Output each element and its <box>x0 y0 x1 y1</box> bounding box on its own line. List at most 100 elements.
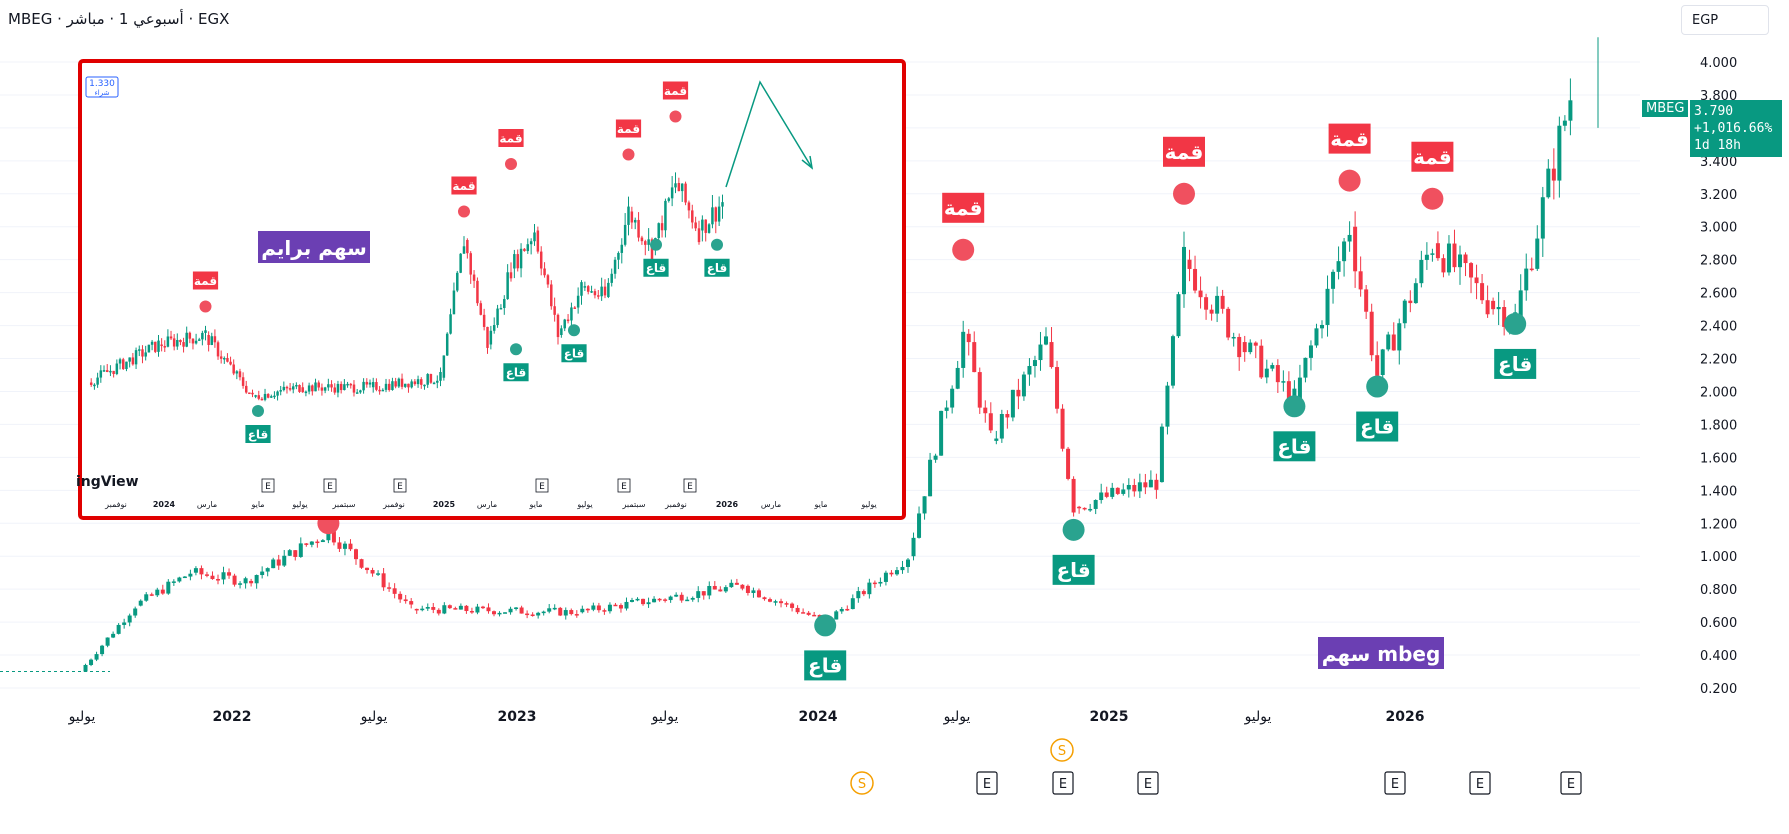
candle <box>1121 489 1126 494</box>
candle <box>674 183 677 188</box>
earnings-marker <box>1052 771 1074 795</box>
inset-trough-dot <box>711 238 723 251</box>
candle <box>1275 365 1280 383</box>
candle <box>630 211 634 223</box>
candle <box>1502 307 1507 327</box>
candle <box>229 361 232 365</box>
candle <box>1016 389 1021 397</box>
candle <box>790 603 795 608</box>
candle <box>950 388 955 408</box>
candle <box>607 604 612 612</box>
candle <box>359 390 362 393</box>
candle <box>1408 300 1413 304</box>
candle <box>116 624 121 634</box>
candle <box>309 541 314 545</box>
candle <box>878 581 883 584</box>
inset-price-chip <box>85 76 119 98</box>
candle <box>1397 323 1402 351</box>
last-price-box: 3.790 +1,016.66% 1d 18h <box>1690 100 1782 157</box>
candle <box>1551 168 1556 181</box>
candle <box>122 622 127 625</box>
candle <box>635 598 640 601</box>
candle <box>221 572 226 580</box>
candle <box>1060 408 1065 449</box>
candle <box>1137 482 1142 492</box>
candle <box>188 332 192 339</box>
inset-peak-dot <box>505 158 517 170</box>
inset-earnings-marker-label: E <box>397 482 403 492</box>
candle <box>1204 297 1209 310</box>
inset-peak-label-bg <box>451 176 477 195</box>
y-tick-label: 4.000 <box>1700 56 1737 71</box>
candle <box>668 596 673 601</box>
candle <box>456 272 459 291</box>
earnings-marker <box>976 771 998 795</box>
candle <box>552 607 557 610</box>
candle <box>1115 487 1120 494</box>
inset-earnings-marker <box>393 478 407 493</box>
candle <box>1364 289 1369 312</box>
candle <box>1463 254 1468 264</box>
candle <box>83 664 88 672</box>
candle <box>431 607 436 610</box>
candle <box>381 573 386 588</box>
earnings-marker <box>1560 771 1582 795</box>
inset-x-tick-label: نوفمبر <box>664 500 687 509</box>
candle <box>163 346 167 348</box>
currency-selector[interactable]: EGP <box>1681 5 1769 35</box>
candle <box>317 382 320 388</box>
candle <box>362 381 365 391</box>
candle <box>492 611 496 615</box>
candle <box>150 341 154 345</box>
candle <box>801 612 806 614</box>
candle <box>768 599 772 602</box>
candle <box>1424 254 1429 260</box>
inset-peak-label-bg <box>662 81 689 100</box>
candle <box>509 272 513 279</box>
candle <box>486 607 491 612</box>
candle <box>387 383 391 391</box>
candle <box>539 251 543 269</box>
candle <box>691 210 694 223</box>
candle <box>944 407 949 411</box>
candle <box>795 607 800 613</box>
forecast-arrow-head <box>801 155 814 170</box>
candle <box>906 559 910 567</box>
candle <box>994 438 999 441</box>
candle <box>371 382 375 388</box>
candle <box>238 583 243 585</box>
candle <box>464 605 469 612</box>
candle <box>1297 377 1302 400</box>
candle <box>839 608 844 612</box>
earnings-marker-label: E <box>1567 777 1575 792</box>
candle <box>556 314 560 338</box>
candle <box>223 357 226 360</box>
candle <box>573 307 577 309</box>
candle <box>352 384 356 393</box>
candle <box>657 223 660 239</box>
candle <box>400 378 404 387</box>
candle <box>514 607 519 609</box>
inset-trough-label: قاع <box>564 347 585 361</box>
candle <box>1132 484 1137 492</box>
candle <box>425 607 430 609</box>
candle <box>251 392 254 395</box>
candle <box>1187 259 1192 269</box>
candle <box>197 339 201 341</box>
chart-header-title: MBEG · أسبوعي 1 · مباشر · EGX <box>8 10 230 28</box>
candle <box>346 383 349 386</box>
y-tick-label: 1.000 <box>1700 550 1737 565</box>
inset-x-tick-label: 2025 <box>433 500 456 509</box>
inset-x-tick-label: مارس <box>477 500 497 509</box>
trough-label-bg <box>1494 348 1537 379</box>
candle <box>740 584 745 589</box>
candle <box>1458 254 1462 268</box>
candle <box>235 371 239 374</box>
candle <box>1535 238 1540 269</box>
inset-earnings-marker-label: E <box>327 482 333 492</box>
candle <box>1314 328 1319 346</box>
candle <box>999 414 1004 439</box>
candle <box>613 604 618 607</box>
candle <box>414 608 419 611</box>
